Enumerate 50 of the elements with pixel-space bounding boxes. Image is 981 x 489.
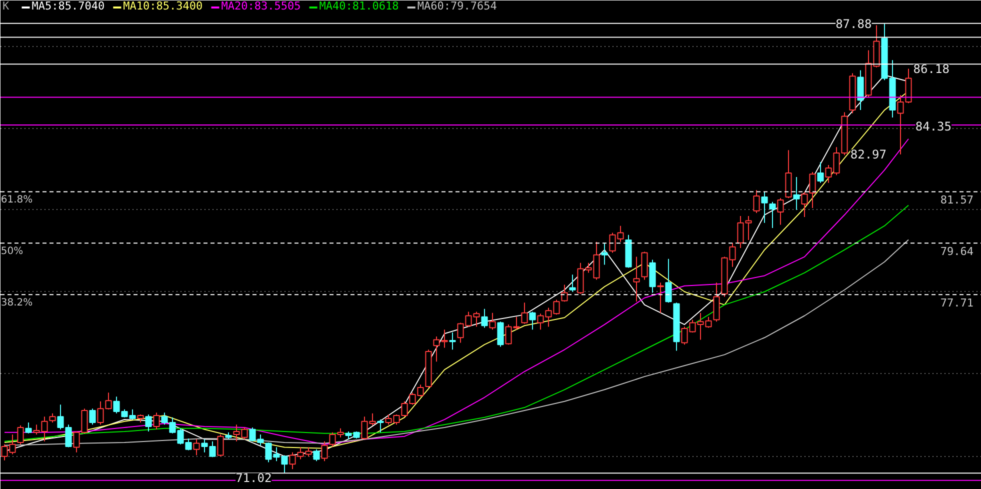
candlestick [761, 191, 768, 224]
candlestick [489, 312, 496, 330]
candlestick [377, 419, 384, 433]
candlestick [145, 414, 152, 432]
candlestick [529, 311, 536, 330]
ref-line-label: 81.57 [940, 194, 974, 207]
legend-label: MA5:85.7040 [32, 0, 105, 12]
ref-line-label: 79.64 [940, 245, 974, 258]
candlestick [193, 438, 200, 456]
candlestick [25, 422, 32, 434]
candlestick [817, 162, 824, 184]
ref-line-label: 77.71 [940, 296, 974, 310]
candlestick [153, 412, 160, 430]
chart-title: K [2, 0, 10, 12]
candlestick [481, 308, 488, 328]
candlestick [633, 256, 640, 302]
annotation: 61.8% [0, 194, 33, 206]
candlestick [569, 274, 576, 292]
candlestick [809, 171, 816, 208]
candlestick [449, 332, 456, 350]
candlestick [321, 440, 328, 462]
candlestick [665, 258, 672, 304]
candlestick [497, 321, 504, 348]
legend-label: MA40:81.0618 [319, 0, 399, 12]
candlestick [857, 70, 864, 111]
candlestick [801, 191, 808, 218]
annotation: 71.02 [236, 471, 272, 486]
annotation: 87.88 [836, 16, 872, 31]
legend-label: MA10:85.3400 [123, 0, 203, 12]
annotation: 50% [0, 246, 24, 258]
legend-label: MA60:79.7654 [417, 0, 498, 12]
candlestick [753, 190, 760, 214]
candlestick [649, 259, 656, 294]
text: 84.35 [915, 120, 952, 134]
candlestick [217, 434, 224, 457]
candlestick [313, 448, 320, 462]
candlestick [777, 198, 784, 226]
legend-label: MA20:83.5505 [221, 0, 301, 12]
candlestick [521, 302, 528, 324]
candlestick [769, 201, 776, 228]
candlestick [561, 284, 568, 302]
candlestick [713, 282, 720, 322]
candlestick [49, 412, 56, 423]
annotation: 86.18 [913, 62, 950, 76]
candlestick [601, 242, 608, 266]
candlestick [793, 176, 800, 210]
candlestick [17, 424, 24, 445]
candlestick [89, 408, 96, 426]
annotation: 82.97 [850, 148, 886, 162]
annotation: 38.2% [0, 298, 33, 309]
